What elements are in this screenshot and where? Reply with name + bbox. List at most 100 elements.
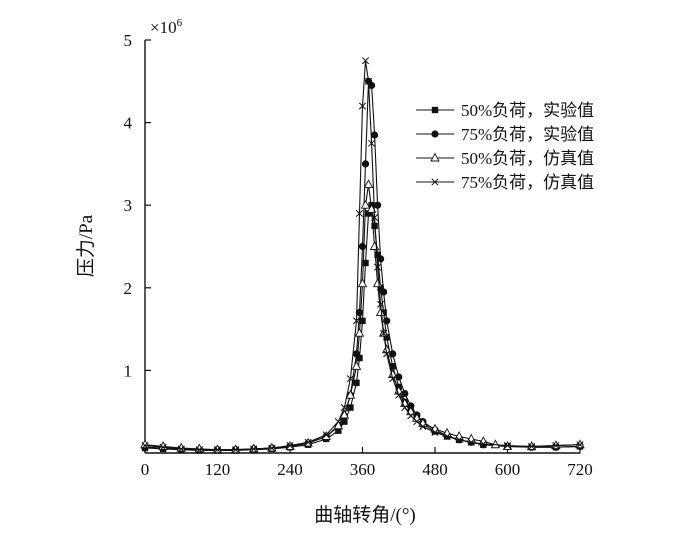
series-2-point [395, 373, 403, 381]
series-4-point [346, 375, 354, 383]
series-4-point [528, 442, 536, 450]
series-4-point [401, 404, 409, 412]
tick-labels: 0 120 240 360 480 600 720 1 2 3 4 5 [124, 31, 593, 479]
x-tick-label: 720 [567, 460, 593, 479]
y-tick-label: 2 [124, 279, 133, 298]
series-3-point [354, 327, 365, 337]
series-4-point [419, 423, 427, 431]
series-4-point [443, 432, 451, 441]
series-4-point [479, 440, 487, 448]
series-3-point [360, 199, 371, 209]
series-1-point [341, 418, 348, 425]
series-2-point [389, 350, 397, 358]
series-3-point [372, 278, 383, 288]
series-2-point [370, 131, 379, 139]
legend-marker [430, 152, 440, 162]
series-4-point [361, 57, 370, 65]
series-2-point [401, 389, 409, 398]
legend: 50%负荷，实验值 75%负荷，实验值 50%负荷，仿真值 75%负荷，仿真值 [416, 101, 594, 192]
series-3-point [351, 360, 362, 370]
series-4-point [371, 214, 379, 222]
series-2-point [374, 201, 382, 209]
series-4-point [407, 412, 415, 420]
series-3-point [357, 278, 368, 288]
series-4-point [334, 418, 342, 426]
series-3-point [366, 203, 377, 213]
series-4-point [395, 391, 403, 399]
series-1-point [359, 317, 366, 325]
series-3-point [333, 420, 344, 430]
series-1-point [365, 210, 372, 217]
series-3-point [363, 179, 374, 189]
series-4-point [250, 445, 258, 453]
series-4-point [141, 442, 149, 450]
x-tick-label: 240 [277, 460, 303, 479]
series-4-point [552, 442, 560, 450]
series-4-line [144, 60, 581, 451]
x-tick-label: 0 [141, 460, 150, 479]
series-2-point [377, 255, 385, 263]
legend-label: 75%负荷，实验值 [461, 125, 594, 144]
series-4-point [374, 263, 382, 271]
series-3-point [345, 389, 356, 399]
series-1-point [389, 363, 396, 370]
legend-marker [431, 106, 439, 114]
y-axis-title: 压力/Pa [75, 214, 97, 277]
series-2-point [383, 317, 391, 325]
x-tick-label: 120 [205, 460, 231, 479]
series-4-point [503, 442, 512, 450]
series-2-point [361, 160, 370, 168]
series-1-point [380, 309, 387, 316]
series-3-point [490, 439, 501, 449]
series-4-point [340, 404, 348, 412]
series-4-point [322, 431, 330, 439]
series-1-point [347, 404, 354, 411]
legend-item: 75%负荷，仿真值 [416, 173, 594, 192]
y-tick-label: 3 [124, 196, 133, 215]
series-1-point [377, 284, 384, 291]
series-4-point [177, 445, 185, 453]
series-4-point [431, 428, 439, 436]
legend-label: 75%负荷，仿真值 [461, 173, 594, 192]
series-4 [141, 57, 584, 454]
legend-label: 50%负荷，仿真值 [461, 149, 594, 168]
series-1-point [383, 334, 390, 341]
series-4-point [355, 209, 364, 218]
y-multiplier-exponent: 6 [177, 17, 183, 29]
series-3-point [140, 439, 150, 449]
series-4-point [377, 300, 385, 308]
legend-item: 50%负荷，实验值 [416, 101, 594, 120]
y-tick-label: 1 [124, 361, 133, 380]
x-axis-title: 曲轴转角/(°) [314, 504, 416, 526]
legend-item: 75%负荷，实验值 [416, 125, 594, 144]
series-layer [140, 57, 585, 454]
legend-item: 50%负荷，仿真值 [416, 149, 594, 168]
series-3-point [375, 307, 386, 317]
series-4-point [195, 446, 203, 454]
series-4-point [455, 436, 463, 444]
series-1-point [362, 259, 369, 267]
series-3-point [369, 241, 380, 250]
series-4-point [413, 418, 421, 426]
x-tick-label: 480 [422, 460, 448, 479]
series-4-point [268, 444, 276, 452]
y-tick-label: 5 [124, 31, 133, 50]
series-2-point [407, 402, 415, 410]
series-4-point [213, 446, 222, 454]
series-4-point [389, 375, 397, 383]
series-4-point [467, 438, 475, 446]
legend-marker [431, 130, 439, 138]
series-2-point [380, 288, 388, 296]
legend-label: 50%负荷，实验值 [461, 101, 594, 120]
series-4-point [368, 139, 376, 147]
x-tick-label: 360 [350, 460, 376, 479]
series-4-point [358, 102, 367, 110]
series-1-point [353, 379, 360, 386]
series-4-point [380, 329, 388, 337]
legend-marker [431, 178, 439, 186]
series-2-point [367, 81, 376, 90]
series-3-point [339, 409, 350, 419]
series-4-point [352, 317, 361, 325]
